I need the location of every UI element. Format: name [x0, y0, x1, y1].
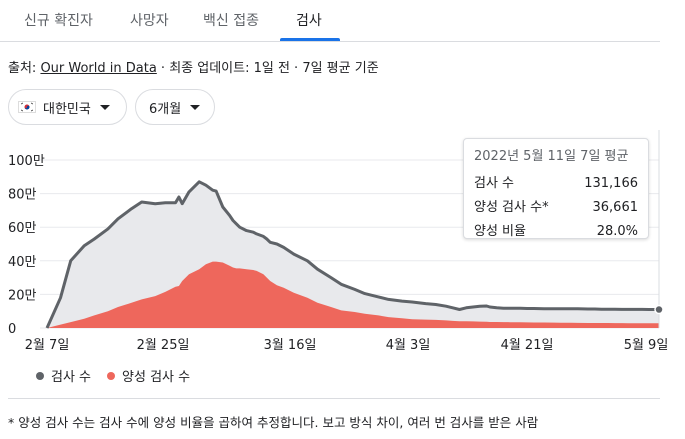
y-tick-label: 0: [8, 322, 16, 337]
korea-flag-icon: [18, 101, 36, 113]
x-tick-label: 3월 16일: [264, 338, 317, 353]
y-tick-label: 80만: [8, 188, 37, 203]
tooltip-label: 양성 검사 수*: [474, 200, 549, 215]
tab-deaths[interactable]: 사망자: [130, 13, 169, 29]
legend-dot-icon: [36, 371, 44, 380]
tab-tests[interactable]: 검사: [296, 13, 322, 29]
chevron-down-icon: [190, 104, 201, 110]
y-tick-label: 100만: [8, 154, 45, 169]
tooltip-value: 28.0%: [596, 224, 638, 239]
x-axis-labels: 2월 7일 2월 25일 3월 16일 4월 3일 4월 21일 5월 9일: [25, 338, 669, 353]
region-label: 대한민국: [43, 101, 91, 117]
tests-line: [45, 180, 659, 329]
tooltip-row-positive: 양성 검사 수* 36,661: [474, 196, 638, 220]
x-tick-label: 2월 7일: [25, 338, 70, 353]
hover-point: [654, 304, 664, 315]
chevron-down-icon: [99, 104, 110, 110]
tab-new-cases[interactable]: 신규 확진자: [24, 13, 93, 29]
region-dropdown[interactable]: 대한민국: [8, 89, 127, 125]
x-tick-label: 5월 9일: [624, 338, 669, 353]
tooltip-label: 검사 수: [474, 176, 515, 191]
x-tick-label: 2월 25일: [137, 338, 190, 353]
legend-dot-icon: [107, 371, 116, 380]
legend-item-tests: 검사 수: [36, 366, 91, 385]
period-dropdown[interactable]: 6개월: [135, 89, 215, 125]
y-tick-label: 20만: [8, 288, 37, 303]
y-axis-labels: 0 20만 40만 60만 80만 100만: [8, 154, 45, 337]
tooltip-row-tests: 검사 수 131,166: [474, 172, 638, 196]
positive-tests-area: [47, 261, 659, 328]
period-label: 6개월: [149, 101, 182, 117]
chart-legend: 검사 수 양성 검사 수: [36, 366, 206, 385]
legend-label: 검사 수: [51, 370, 92, 385]
y-tick-label: 40만: [8, 255, 37, 270]
tooltip-label: 양성 비율: [474, 224, 526, 239]
tooltip-title: 2022년 5월 11일 7일 평균: [474, 149, 629, 164]
active-tab-indicator: [280, 38, 340, 41]
tests-chart[interactable]: 0 20만 40만 60만 80만 100만 2월 7일 2월 25일 3월 16일 4월 3일…: [0, 130, 685, 360]
divider: [8, 398, 660, 399]
y-tick-label: 60만: [8, 221, 37, 236]
source-prefix: 출처:: [8, 61, 41, 76]
chart-tooltip: 2022년 5월 11일 7일 평균 검사 수 131,166 양성 검사 수*…: [463, 138, 649, 239]
footnote: * 양성 검사 수는 검사 수에 양성 비율을 곱하여 추정합니다. 보고 방식…: [8, 415, 539, 430]
x-tick-label: 4월 21일: [501, 338, 554, 353]
x-tick-label: 4월 3일: [386, 338, 431, 353]
tab-vaccinations[interactable]: 백신 접종: [203, 13, 259, 29]
source-link[interactable]: Our World in Data: [40, 61, 157, 76]
legend-item-positive: 양성 검사 수: [107, 366, 190, 385]
tooltip-value: 131,166: [584, 176, 638, 191]
source-suffix: · 최종 업데이트: 1일 전 · 7일 평균 기준: [156, 61, 379, 76]
legend-label: 양성 검사 수: [122, 370, 191, 385]
tab-bar: 신규 확진자 사망자 백신 접종 검사: [0, 0, 660, 42]
source-line: 출처: Our World in Data · 최종 업데이트: 1일 전 · …: [8, 57, 379, 76]
tooltip-value: 36,661: [592, 200, 639, 215]
tooltip-row-rate: 양성 비율 28.0%: [474, 220, 638, 244]
